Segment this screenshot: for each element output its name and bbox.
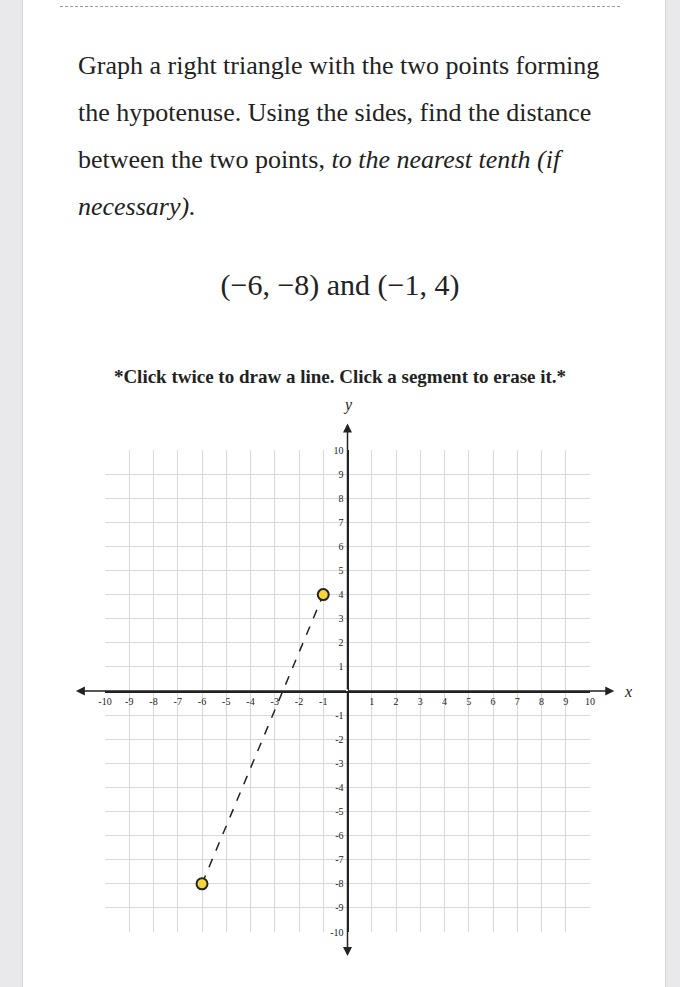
svg-text:6: 6 (491, 696, 496, 707)
svg-text:-5: -5 (335, 806, 343, 817)
svg-text:2: 2 (394, 696, 399, 707)
svg-text:-8: -8 (149, 696, 157, 707)
svg-text:7: 7 (515, 696, 520, 707)
svg-text:-3: -3 (271, 696, 279, 707)
svg-text:-3: -3 (335, 758, 343, 769)
svg-text:9: 9 (563, 696, 568, 707)
svg-text:5: 5 (466, 696, 471, 707)
svg-text:-10: -10 (98, 696, 111, 707)
svg-text:-2: -2 (295, 696, 303, 707)
svg-text:10: 10 (585, 696, 595, 707)
svg-text:1: 1 (369, 696, 374, 707)
svg-text:5: 5 (339, 565, 344, 576)
svg-text:-1: -1 (335, 710, 343, 721)
svg-text:-7: -7 (174, 696, 182, 707)
svg-text:-9: -9 (335, 902, 343, 913)
svg-text:-7: -7 (335, 854, 343, 865)
svg-text:6: 6 (339, 541, 344, 552)
html-text:(−6, −8) and (−1, 4): (−6, −8) and (−1, 4) (220, 268, 460, 301)
html-text:*Click twice to draw a line. C: *Click twice to draw a line. Click a seg… (113, 366, 567, 387)
svg-text:-4: -4 (335, 782, 343, 793)
svg-text:-8: -8 (335, 878, 343, 889)
svg-text:10: 10 (334, 445, 344, 456)
svg-text:7: 7 (339, 517, 344, 528)
svg-text:-10: -10 (330, 927, 343, 938)
svg-text:1: 1 (339, 661, 344, 672)
svg-text:4: 4 (339, 589, 344, 600)
svg-text:4: 4 (442, 696, 447, 707)
svg-text:-4: -4 (246, 696, 254, 707)
svg-text:-1: -1 (319, 696, 327, 707)
svg-text:-9: -9 (125, 696, 133, 707)
svg-text:3: 3 (339, 613, 344, 624)
html-text:Graph a right triangle with th: Graph a right triangle with the two poin… (78, 51, 600, 221)
svg-text:-6: -6 (198, 696, 206, 707)
svg-text:-6: -6 (335, 830, 343, 841)
svg-text:3: 3 (418, 696, 423, 707)
svg-text:9: 9 (339, 469, 344, 480)
svg-text:8: 8 (339, 493, 344, 504)
svg-text:2: 2 (339, 637, 344, 648)
svg-text:-5: -5 (222, 696, 230, 707)
svg-text:8: 8 (539, 696, 544, 707)
svg-text:y: y (343, 400, 353, 414)
svg-text:x: x (624, 683, 632, 700)
svg-text:-2: -2 (335, 734, 343, 745)
